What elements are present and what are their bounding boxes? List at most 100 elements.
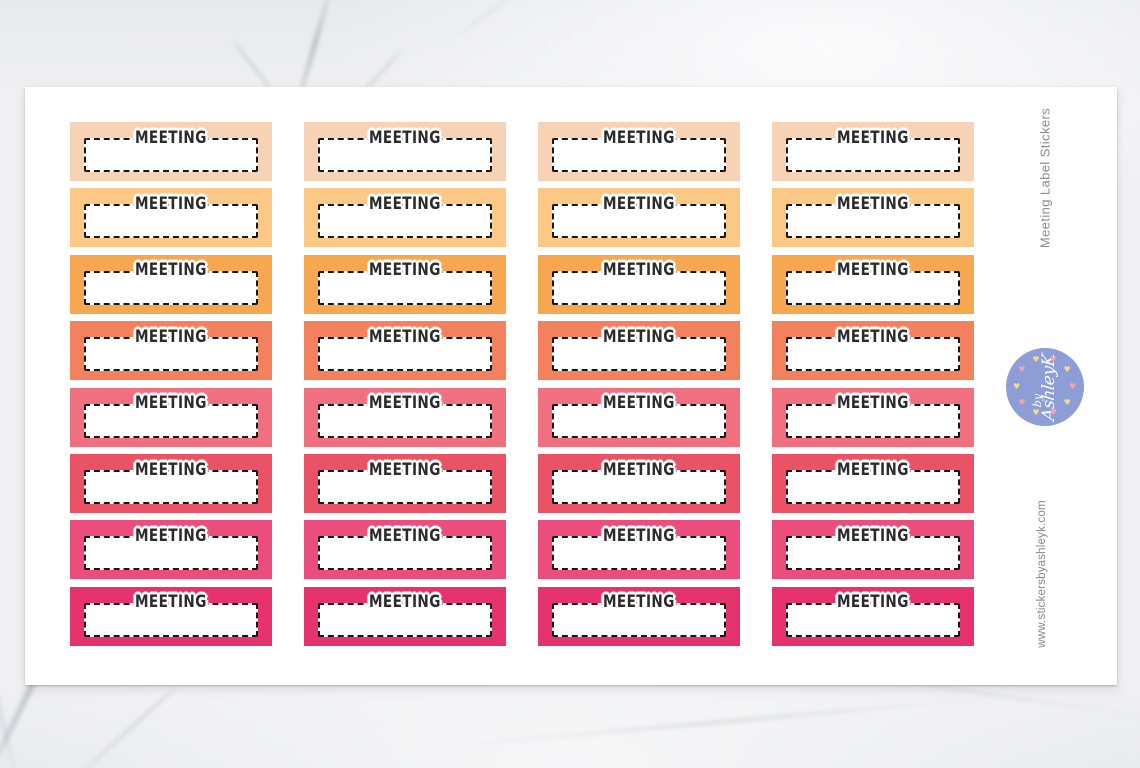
meeting-sticker: MEETING: [538, 454, 740, 513]
sticker-label-text: MEETING: [135, 393, 207, 414]
meeting-sticker: MEETING: [304, 387, 506, 447]
sticker-label-text: MEETING: [135, 525, 207, 546]
heart-icon: ♥: [1063, 397, 1071, 407]
meeting-sticker: MEETING: [538, 586, 740, 646]
sticker-label-text: MEETING: [603, 525, 675, 546]
sticker-label-text: MEETING: [603, 459, 675, 480]
meeting-sticker: MEETING: [304, 454, 506, 513]
heart-icon: ♥: [1049, 354, 1057, 364]
write-in-box: [786, 337, 960, 372]
meeting-sticker: MEETING: [304, 586, 506, 646]
meeting-sticker: MEETING: [772, 586, 974, 646]
meeting-sticker: MEETING: [70, 254, 272, 314]
write-in-box: [552, 270, 726, 305]
write-in-box: [786, 470, 960, 504]
write-in-box: [318, 403, 492, 438]
sticker-label-text: MEETING: [837, 260, 909, 281]
write-in-box: [318, 602, 492, 637]
heart-icon: ♥: [1032, 354, 1040, 364]
meeting-sticker: MEETING: [70, 454, 272, 513]
heart-icon: ♥: [1018, 397, 1026, 407]
write-in-box: [84, 403, 258, 438]
meeting-sticker: MEETING: [772, 520, 974, 580]
write-in-box: [552, 138, 726, 172]
meeting-sticker: MEETING: [772, 387, 974, 447]
sticker-label-text: MEETING: [135, 193, 207, 214]
sticker-label-text: MEETING: [135, 459, 207, 480]
write-in-box: [786, 138, 960, 172]
meeting-sticker: MEETING: [772, 454, 974, 513]
meeting-sticker: MEETING: [538, 321, 740, 381]
write-in-box: [786, 602, 960, 637]
sticker-label-text: MEETING: [837, 459, 909, 480]
meeting-sticker: MEETING: [304, 254, 506, 314]
meeting-sticker: MEETING: [70, 122, 272, 181]
sticker-label-text: MEETING: [369, 193, 441, 214]
sticker-label-text: MEETING: [837, 326, 909, 347]
sticker-label-text: MEETING: [603, 260, 675, 281]
website-caption: www.stickersbyashleyk.com: [1036, 500, 1048, 648]
write-in-box: [84, 470, 258, 504]
write-in-box: [318, 337, 492, 372]
meeting-sticker: MEETING: [70, 520, 272, 580]
meeting-sticker: MEETING: [538, 122, 740, 181]
write-in-box: [786, 204, 960, 239]
meeting-sticker: MEETING: [304, 188, 506, 248]
sticker-label-text: MEETING: [369, 326, 441, 347]
marble-vein: [433, 0, 510, 53]
write-in-box: [552, 337, 726, 372]
sticker-label-text: MEETING: [603, 127, 675, 148]
sticker-label-text: MEETING: [369, 592, 441, 613]
sticker-label-text: MEETING: [603, 326, 675, 347]
write-in-box: [318, 536, 492, 571]
sticker-label-text: MEETING: [369, 260, 441, 281]
sticker-label-text: MEETING: [135, 592, 207, 613]
meeting-sticker: MEETING: [70, 188, 272, 248]
heart-icon: ♥: [1069, 381, 1077, 391]
heart-icon: ♥: [1032, 408, 1040, 418]
meeting-sticker: MEETING: [772, 321, 974, 381]
heart-icon: ♥: [1049, 408, 1057, 418]
sticker-label-text: MEETING: [603, 592, 675, 613]
sticker-label-text: MEETING: [369, 525, 441, 546]
heart-icon: ♥: [1063, 365, 1071, 375]
heart-icon: ♥: [1013, 381, 1021, 391]
write-in-box: [84, 270, 258, 305]
write-in-box: [84, 536, 258, 571]
sheet-title-caption: Meeting Label Stickers: [1037, 107, 1053, 249]
logo-badge: by AshleyK ♥ ♥ ♥ ♥ ♥ ♥ ♥ ♥ ♥ ♥: [1006, 348, 1084, 426]
write-in-box: [318, 138, 492, 172]
meeting-sticker: MEETING: [538, 387, 740, 447]
write-in-box: [552, 204, 726, 239]
marble-vein: [420, 693, 1020, 751]
marble-vein: [47, 686, 177, 768]
meeting-sticker: MEETING: [70, 387, 272, 447]
sticker-label-text: MEETING: [369, 459, 441, 480]
write-in-box: [552, 403, 726, 438]
sticker-label-text: MEETING: [837, 127, 909, 148]
sticker-label-text: MEETING: [837, 193, 909, 214]
write-in-box: [318, 470, 492, 504]
meeting-sticker: MEETING: [304, 321, 506, 381]
sticker-sheet: MEETING MEETING MEETING MEETING MEETING MEETI…: [25, 87, 1117, 685]
sticker-label-text: MEETING: [135, 326, 207, 347]
sticker-label-text: MEETING: [135, 260, 207, 281]
write-in-box: [552, 602, 726, 637]
meeting-sticker: MEETING: [538, 520, 740, 580]
write-in-box: [318, 204, 492, 239]
write-in-box: [84, 138, 258, 172]
write-in-box: [786, 403, 960, 438]
write-in-box: [318, 270, 492, 305]
sticker-label-text: MEETING: [603, 393, 675, 414]
meeting-sticker: MEETING: [772, 122, 974, 181]
meeting-sticker: MEETING: [538, 254, 740, 314]
meeting-sticker: MEETING: [70, 321, 272, 381]
meeting-sticker: MEETING: [772, 188, 974, 248]
sticker-label-text: MEETING: [369, 393, 441, 414]
write-in-box: [84, 602, 258, 637]
sticker-label-text: MEETING: [603, 193, 675, 214]
write-in-box: [84, 204, 258, 239]
write-in-box: [786, 536, 960, 571]
sticker-label-text: MEETING: [369, 127, 441, 148]
sticker-label-text: MEETING: [837, 525, 909, 546]
